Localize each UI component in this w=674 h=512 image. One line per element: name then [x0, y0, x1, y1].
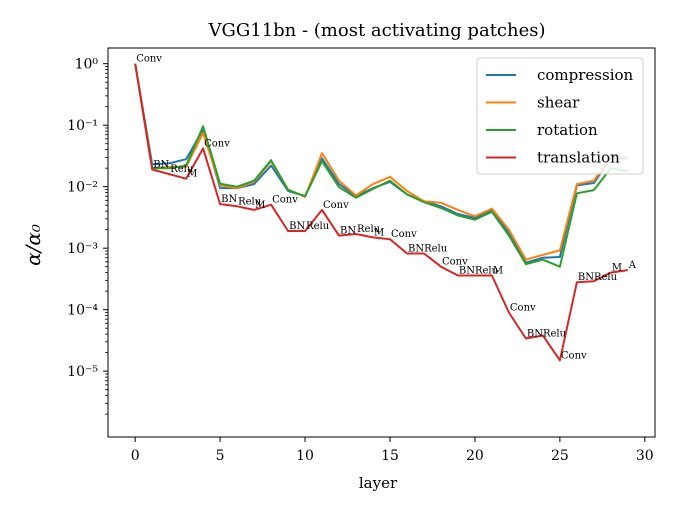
y-tick-label: 10⁻³ [67, 241, 98, 257]
layer-annotation: M [374, 227, 384, 238]
layer-annotation: A [628, 260, 637, 271]
y-tick-label: 10⁻² [67, 180, 98, 196]
legend-label-compression: compression [537, 66, 634, 84]
layer-annotation: Conv [204, 138, 230, 149]
x-axis-label: layer [359, 474, 398, 492]
legend-label-rotation: rotation [537, 121, 598, 139]
layer-annotation: Conv [323, 200, 349, 211]
series-line-translation [134, 63, 628, 362]
y-tick-label: 10⁻¹ [67, 118, 98, 134]
layer-annotation: Conv [510, 303, 536, 314]
layer-annotation: Conv [272, 195, 298, 206]
layer-annotation: Relu [357, 224, 381, 235]
layer-annotation: BNRelu [459, 266, 499, 277]
series-line-rotation [134, 63, 628, 268]
layer-annotation: M [612, 263, 622, 274]
x-tick-label: 10 [296, 448, 314, 464]
x-tick-label: 25 [551, 448, 569, 464]
y-tick-label: 10⁻⁴ [67, 303, 98, 319]
layer-annotation: BNRelu [527, 329, 567, 340]
layer-annotation: M [255, 200, 265, 211]
layer-annotation: BN [340, 226, 356, 237]
x-tick-label: 0 [131, 448, 140, 464]
x-tick-label: 30 [636, 448, 654, 464]
layer-annotation: Conv [442, 257, 468, 268]
x-tick-label: 5 [216, 448, 225, 464]
x-tick-label: 20 [466, 448, 484, 464]
layer-annotation: BNRelu [408, 244, 448, 255]
y-tick-label: 10⁰ [75, 57, 99, 73]
legend-label-translation: translation [537, 149, 620, 167]
layer-annotation: Relu [170, 164, 194, 175]
layer-annotation: Conv [391, 229, 417, 240]
layer-annotation: Relu [306, 221, 330, 232]
legend-box [476, 57, 644, 175]
layer-annotation: Conv [136, 54, 162, 65]
x-tick-label: 15 [381, 448, 399, 464]
layer-annotation: BNRelu [578, 272, 618, 283]
layer-annotation: BN [289, 221, 305, 232]
layer-annotation: M [187, 169, 197, 180]
layer-annotation: BN [153, 160, 169, 171]
plot-frame [107, 47, 656, 438]
layer-annotation: Relu [238, 196, 262, 207]
layer-annotation: Conv [561, 350, 587, 361]
layer-annotation: BN [221, 194, 237, 205]
layer-annotation: M [493, 266, 503, 277]
y-tick-label: 10⁻⁵ [67, 364, 98, 380]
chart-title: VGG11bn - (most activating patches) [207, 20, 545, 41]
legend-label-shear: shear [537, 94, 580, 112]
y-axis-label: α/α₀ [21, 224, 45, 266]
